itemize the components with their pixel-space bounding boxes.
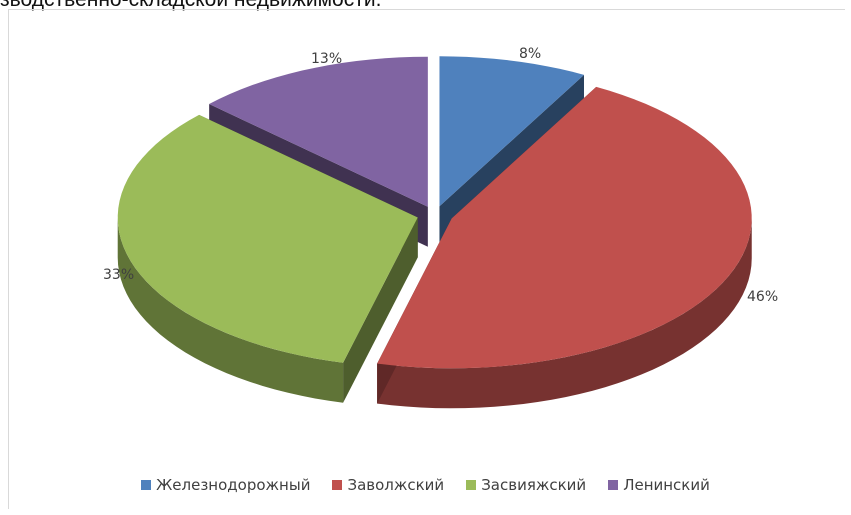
legend-swatch-3 bbox=[608, 480, 619, 490]
caption-text: зводственно-складской недвижимости. bbox=[0, 0, 851, 12]
pie-tops-layer bbox=[117, 56, 752, 369]
legend-label-3: Ленинский bbox=[623, 476, 710, 494]
legend-item-3: Ленинский bbox=[608, 476, 710, 494]
legend-item-1: Заволжский bbox=[332, 476, 444, 494]
slice-2-radial-wall-0 bbox=[343, 217, 418, 403]
legend-label-1: Заволжский bbox=[347, 476, 445, 494]
data-label-2: 33% bbox=[103, 267, 134, 283]
slice-1-Заволжский bbox=[377, 86, 752, 369]
data-label-3: 13% bbox=[311, 51, 342, 67]
legend-swatch-1 bbox=[332, 480, 343, 490]
pie-labels-layer: 8% 46% 33% 13% bbox=[103, 46, 778, 305]
legend: Железнодорожный Заволжский Засвияжский Л… bbox=[0, 476, 851, 494]
slice-3-Ленинский bbox=[209, 56, 428, 207]
legend-label-0: Железнодорожный bbox=[156, 476, 311, 494]
data-label-0: 8% bbox=[519, 46, 541, 62]
data-label-1: 46% bbox=[747, 289, 778, 305]
chart-frame bbox=[8, 9, 845, 509]
legend-swatch-2 bbox=[466, 480, 477, 490]
slice-2-outer-wall bbox=[117, 217, 344, 403]
legend-item-2: Засвияжский bbox=[466, 476, 586, 494]
slice-2-Засвияжский bbox=[117, 114, 418, 363]
legend-label-2: Засвияжский bbox=[481, 476, 587, 494]
legend-swatch-0 bbox=[141, 480, 152, 490]
legend-item-0: Железнодорожный bbox=[141, 476, 310, 494]
slice-1-outer-wall bbox=[377, 218, 752, 409]
slice-0-Железнодорожный bbox=[439, 56, 584, 207]
